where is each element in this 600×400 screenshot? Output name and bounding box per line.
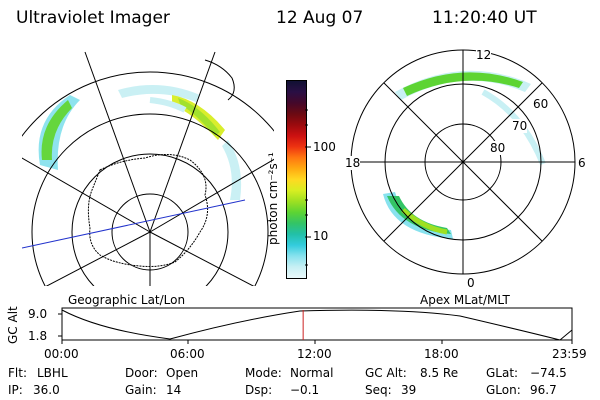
altitude-ytick-1-8: 1.8 [28,329,48,343]
door-label: Door: [125,366,158,380]
xtick-00: 00:00 [44,347,79,361]
mlat-label-70: 70 [512,119,528,133]
continent-outline [87,154,209,267]
seq-label: Seq: [365,383,392,397]
xtick-2359: 23:59 [552,347,587,361]
filter-label: Flt: [8,366,27,380]
altitude-ylabel: GC Alt [6,306,20,344]
dsp-value: −0.1 [290,383,320,397]
filter-value: LBHL [37,366,68,380]
auroral-oval-right [383,70,546,239]
door-value: Open [166,366,199,380]
gain-value: 14 [166,383,182,397]
mlat-label-60: 60 [533,97,549,111]
time-label: 11:20:40 UT [432,8,537,28]
mlt-label-18: 18 [345,156,361,170]
right-panel-label: Apex MLat/MLT [420,293,510,307]
colorbar-tick-10: 10 [313,229,329,243]
date-label: 12 Aug 07 [276,8,364,28]
terminator-line [22,199,246,249]
auroral-emission-left [38,85,242,200]
colorbar-axis [305,109,311,266]
mlat-label-80: 80 [490,141,506,155]
xtick-18: 18:00 [424,347,459,361]
xtick-06: 06:00 [170,347,205,361]
colorbar [286,80,307,279]
dsp-label: Dsp: [245,383,273,397]
altitude-ytick-9: 9.0 [28,307,48,321]
glon-label: GLon: [486,383,521,397]
ip-value: 36.0 [33,383,60,397]
seq-value: 39 [401,383,417,397]
left-panel-label: Geographic Lat/Lon [68,293,186,307]
gc-alt-label: GC Alt: [365,366,407,380]
glat-label: GLat: [486,366,519,380]
altitude-plot-frame [61,307,573,341]
mode-label: Mode: [245,366,282,380]
colorbar-tick-100: 100 [313,140,336,154]
instrument-title: Ultraviolet Imager [16,8,170,28]
geographic-panel [22,51,274,286]
altitude-curve [61,309,573,341]
mode-value: Normal [290,366,334,380]
glon-value: 96.7 [530,383,557,397]
apex-polar-plot [350,49,576,275]
gain-label: Gain: [125,383,157,397]
xtick-12: 12:00 [297,347,332,361]
ip-label: IP: [8,383,23,397]
mlt-label-6: 6 [578,156,586,170]
mlt-label-0: 0 [467,276,475,290]
glat-value: −74.5 [530,366,567,380]
mlt-label-12: 12 [476,48,492,62]
gc-alt-value: 8.5 Re [420,366,459,380]
